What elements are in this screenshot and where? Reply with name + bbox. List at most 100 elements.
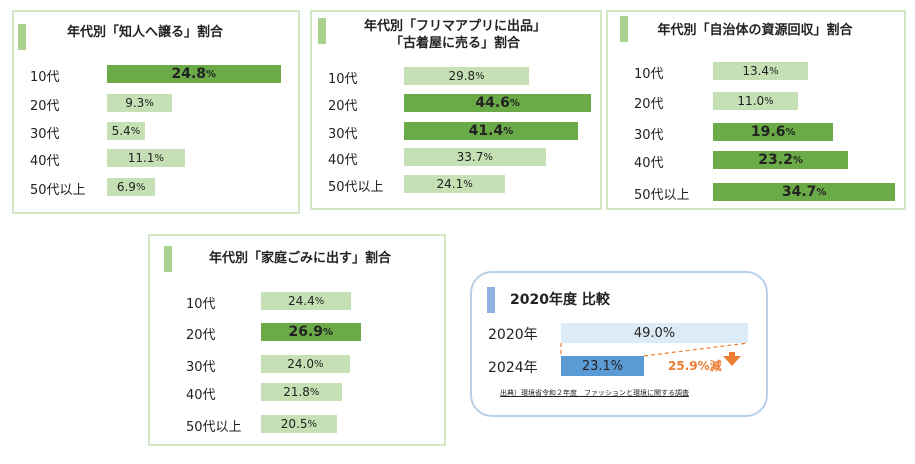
chart-title: 年代別「家庭ごみに出す」割合 — [208, 251, 391, 266]
category-label: 50代以上 — [30, 183, 86, 198]
bar: 11.0% — [713, 92, 799, 110]
unit-label: % — [314, 295, 325, 307]
bar: 13.4% — [713, 62, 808, 80]
bar: 9.3% — [107, 94, 173, 112]
category-label: 20代 — [30, 99, 60, 114]
bar: 44.6% — [404, 94, 592, 112]
source-note: 出典）環境省令和２年度 ファッションと環境に関する調査 — [500, 389, 689, 397]
category-label: 20代 — [634, 97, 664, 112]
unit-label: % — [130, 125, 141, 137]
bar-value-label: 20.5 — [280, 417, 308, 431]
category-label: 50代以上 — [186, 420, 242, 435]
unit-label: % — [662, 325, 676, 341]
unit-label: % — [135, 181, 146, 193]
category-label: 50代以上 — [634, 188, 690, 203]
bar: 21.8% — [261, 383, 342, 401]
category-label: 30代 — [328, 127, 358, 142]
category-label: 40代 — [634, 156, 664, 171]
unit-label: % — [792, 154, 803, 166]
bar-value-label: 6.9 — [116, 180, 136, 194]
category-label: 20代 — [328, 99, 358, 114]
unit-label: % — [206, 68, 217, 80]
category-label: 50代以上 — [328, 180, 384, 195]
unit-label: % — [144, 97, 154, 109]
category-label: 30代 — [30, 127, 60, 142]
bar: 5.4% — [107, 122, 145, 140]
chart-title: 年代別「自治体の資源回収」割合 — [657, 23, 853, 38]
bar-value-label: 11.0 — [737, 94, 765, 108]
title-marker — [164, 246, 172, 272]
chart-title-line: 年代別「フリマアプリに出品」 — [363, 19, 546, 34]
unit-label: % — [509, 97, 520, 109]
bar-value-label: 23.2 — [758, 152, 793, 168]
chart-title: 年代別「知人へ譲る」割合 — [66, 25, 223, 40]
category-label: 20代 — [186, 328, 216, 343]
bar-value-label: 21.8 — [283, 385, 310, 399]
bar: 11.1% — [107, 149, 185, 167]
unit-label: % — [475, 70, 485, 82]
bar-value-label: 24.8 — [171, 66, 207, 82]
unit-label: % — [307, 418, 318, 430]
bar-value-label: 24.0 — [287, 357, 314, 371]
unit-label: % — [154, 152, 164, 164]
category-label: 10代 — [328, 72, 358, 87]
decrease-annotation: 25.9%減 — [668, 359, 722, 373]
bar: 24.8% — [107, 65, 281, 83]
title-marker — [318, 18, 326, 44]
bar-value-label: 13.4 — [742, 64, 770, 78]
comparison-panel — [470, 271, 768, 417]
chart-panel-3 — [606, 10, 906, 210]
bar-value-label: 26.9 — [288, 324, 324, 340]
unit-label: % — [323, 326, 334, 338]
unit-label: % — [483, 151, 493, 163]
bar-value-label: 23.1 — [581, 358, 611, 374]
title-marker — [18, 24, 26, 50]
unit-label: % — [816, 186, 827, 198]
title-marker — [620, 16, 628, 42]
chart-title-line: 「古着屋に売る」割合 — [389, 36, 520, 51]
bar-value-label: 5.4 — [111, 124, 131, 138]
title-marker — [487, 287, 495, 313]
bar: 49.0% — [561, 323, 748, 343]
category-label: 10代 — [634, 67, 664, 82]
bar-value-label: 24.4 — [288, 294, 315, 308]
bar-value-label: 41.4 — [468, 123, 504, 139]
category-label: 10代 — [186, 297, 216, 312]
bar: 24.1% — [404, 175, 506, 193]
category-label: 30代 — [634, 128, 664, 143]
bar: 6.9% — [107, 178, 156, 196]
bar-value-label: 44.6 — [475, 95, 510, 111]
category-label: 2024年 — [488, 360, 538, 376]
category-label: 2020年 — [488, 327, 538, 343]
unit-label: % — [309, 386, 320, 398]
chart-title: 年代別「フリマアプリに出品」 「古着屋に売る」割合 — [330, 18, 580, 52]
bar: 26.9% — [261, 323, 361, 341]
chart-panel-1 — [12, 10, 300, 214]
bar-value-label: 11.1 — [127, 151, 155, 165]
category-label: 40代 — [30, 154, 60, 169]
unit-label: % — [785, 126, 796, 138]
bar-value-label: 33.7 — [456, 150, 484, 164]
unit-label: % — [503, 125, 514, 137]
bar: 24.4% — [261, 292, 352, 310]
unit-label: % — [769, 65, 779, 77]
category-label: 40代 — [186, 388, 216, 403]
bar: 23.2% — [713, 151, 849, 169]
bar-value-label: 29.8 — [448, 69, 476, 83]
bar: 29.8% — [404, 67, 530, 85]
unit-label: % — [610, 358, 624, 374]
unit-label: % — [314, 358, 324, 370]
category-label: 40代 — [328, 153, 358, 168]
chart-title: 2020年度 比較 — [510, 292, 610, 308]
unit-label: % — [463, 178, 473, 190]
bar: 41.4% — [404, 122, 578, 140]
bar: 19.6% — [713, 123, 834, 141]
category-label: 30代 — [186, 360, 216, 375]
unit-label: % — [764, 95, 774, 107]
bar-value-label: 24.1 — [436, 177, 464, 191]
bar: 24.0% — [261, 355, 350, 373]
bar-value-label: 34.7 — [781, 184, 817, 200]
bar: 34.7% — [713, 183, 896, 201]
bar: 33.7% — [404, 148, 546, 166]
bar-value-label: 19.6 — [750, 124, 786, 140]
